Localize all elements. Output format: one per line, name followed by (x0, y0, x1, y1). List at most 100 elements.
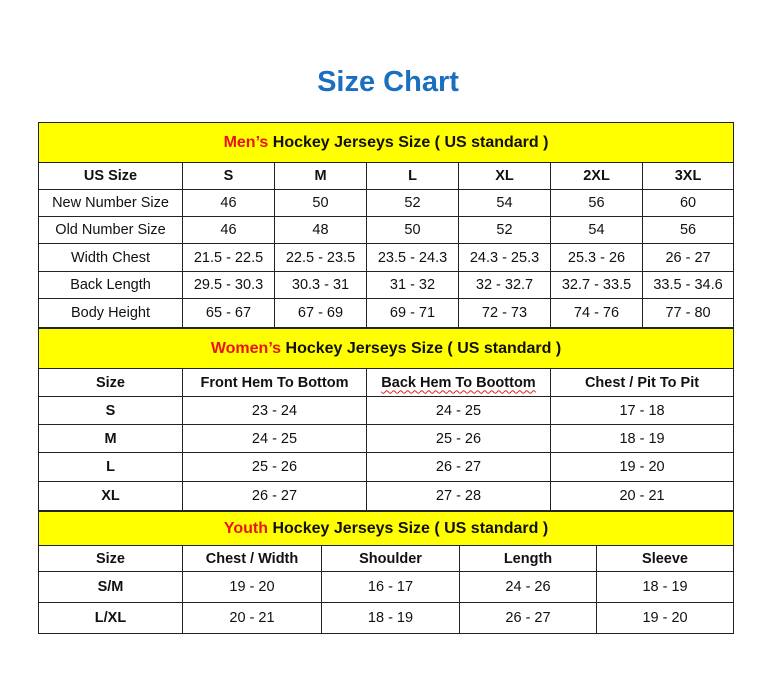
men-band: Men’s Hockey Jerseys Size ( US standard … (37, 122, 735, 163)
table-cell: 16 - 17 (321, 571, 460, 603)
table-cell: 18 - 19 (321, 602, 460, 634)
column-header: Front Hem To Bottom (182, 368, 367, 397)
row-label: Body Height (38, 298, 183, 328)
table-cell: 60 (641, 189, 735, 217)
column-header: Size (38, 368, 183, 397)
table-row: S 23 - 24 24 - 25 17 - 18 (38, 396, 735, 425)
table-cell: 72 - 73 (458, 298, 551, 328)
table-cell: 54 (458, 189, 551, 217)
size-chart: Men’s Hockey Jerseys Size ( US standard … (37, 122, 735, 634)
youth-label: Youth (223, 519, 269, 537)
table-cell: 18 - 19 (549, 424, 735, 453)
row-label: Old Number Size (38, 216, 183, 244)
table-cell: 25 - 26 (182, 452, 367, 482)
men-table: Men’s Hockey Jerseys Size ( US standard … (37, 122, 735, 328)
men-header-row: US Size S M L XL 2XL 3XL (38, 162, 735, 190)
table-cell: 26 - 27 (366, 452, 551, 482)
women-band: Women’s Hockey Jerseys Size ( US standar… (37, 328, 735, 369)
column-header: M (274, 162, 367, 190)
table-cell: 54 (550, 216, 643, 244)
column-header: Chest / Width (182, 545, 322, 572)
table-cell: 32.7 - 33.5 (550, 271, 643, 299)
table-cell: 50 (274, 189, 367, 217)
table-cell: 18 - 19 (595, 571, 735, 603)
column-header: 3XL (641, 162, 735, 190)
women-header-row: Size Front Hem To Bottom Back Hem To Boott… (38, 368, 735, 397)
table-row: L/XL 20 - 21 18 - 19 26 - 27 19 - 20 (38, 602, 735, 634)
column-header: L (366, 162, 459, 190)
table-cell: 26 - 27 (641, 243, 735, 272)
row-label: L (38, 452, 183, 482)
table-cell: 19 - 20 (182, 571, 322, 603)
table-cell: 19 - 20 (549, 452, 735, 482)
table-cell: 20 - 21 (182, 602, 322, 634)
row-label: S/M (38, 571, 183, 603)
table-cell: 74 - 76 (550, 298, 643, 328)
row-label: New Number Size (38, 189, 183, 217)
table-cell: 69 - 71 (366, 298, 459, 328)
women-label: Women’s (210, 339, 282, 357)
column-header: 2XL (550, 162, 643, 190)
column-header: Length (459, 545, 597, 572)
page-title: Size Chart (317, 66, 459, 98)
column-header: Size (38, 545, 183, 572)
table-cell: 26 - 27 (182, 481, 367, 511)
column-header: XL (458, 162, 551, 190)
table-cell: 24.3 - 25.3 (458, 243, 551, 272)
column-header: Chest / Pit To Pit (549, 368, 735, 397)
youth-band: Youth Hockey Jerseys Size ( US standard … (37, 511, 735, 546)
row-label: Back Length (38, 271, 183, 299)
table-cell: 65 - 67 (182, 298, 275, 328)
women-table: Women’s Hockey Jerseys Size ( US standar… (37, 328, 735, 511)
row-label: S (38, 396, 183, 425)
table-cell: 30.3 - 31 (274, 271, 367, 299)
table-row: XL 26 - 27 27 - 28 20 - 21 (38, 481, 735, 511)
table-cell: 32 - 32.7 (458, 271, 551, 299)
table-cell: 31 - 32 (366, 271, 459, 299)
table-cell: 23.5 - 24.3 (366, 243, 459, 272)
table-cell: 27 - 28 (366, 481, 551, 511)
column-header-text: Back Hem To Boottom (381, 374, 536, 391)
table-cell: 22.5 - 23.5 (274, 243, 367, 272)
youth-header-row: Size Chest / Width Shoulder Length Sleeve (38, 545, 735, 572)
table-cell: 50 (366, 216, 459, 244)
row-label: M (38, 424, 183, 453)
table-cell: 26 - 27 (459, 602, 597, 634)
table-cell: 56 (550, 189, 643, 217)
column-header: Sleeve (595, 545, 735, 572)
table-cell: 17 - 18 (549, 396, 735, 425)
table-row: S/M 19 - 20 16 - 17 24 - 26 18 - 19 (38, 571, 735, 603)
table-cell: 23 - 24 (182, 396, 367, 425)
men-label: Men’s (223, 133, 269, 151)
table-row: Back Length 29.5 - 30.3 30.3 - 31 31 - 32 32… (38, 271, 735, 299)
row-label: L/XL (38, 602, 183, 634)
table-row: New Number Size 46 50 52 54 56 60 (38, 189, 735, 217)
table-cell: 56 (641, 216, 735, 244)
table-cell: 52 (458, 216, 551, 244)
table-cell: 29.5 - 30.3 (182, 271, 275, 299)
table-cell: 67 - 69 (274, 298, 367, 328)
column-header: US Size (38, 162, 183, 190)
column-header: Back Hem To Boottom (366, 368, 551, 397)
table-cell: 25.3 - 26 (550, 243, 643, 272)
table-row: M 24 - 25 25 - 26 18 - 19 (38, 424, 735, 453)
column-header: Shoulder (321, 545, 460, 572)
table-cell: 33.5 - 34.6 (641, 271, 735, 299)
table-cell: 24 - 26 (459, 571, 597, 603)
table-cell: 24 - 25 (182, 424, 367, 453)
table-cell: 46 (182, 189, 275, 217)
row-label: Width Chest (38, 243, 183, 272)
table-cell: 20 - 21 (549, 481, 735, 511)
table-cell: 46 (182, 216, 275, 244)
table-row: Old Number Size 46 48 50 52 54 56 (38, 216, 735, 244)
table-cell: 48 (274, 216, 367, 244)
youth-band-text: Hockey Jerseys Size ( US standard ) (268, 519, 549, 537)
men-band-text: Hockey Jerseys Size ( US standard ) (268, 133, 549, 151)
row-label: XL (38, 481, 183, 511)
women-band-text: Hockey Jerseys Size ( US standard ) (281, 339, 562, 357)
table-cell: 21.5 - 22.5 (182, 243, 275, 272)
table-cell: 19 - 20 (595, 602, 735, 634)
youth-table: Youth Hockey Jerseys Size ( US standard … (37, 511, 735, 634)
table-row: Width Chest 21.5 - 22.5 22.5 - 23.5 23.5 - … (38, 243, 735, 272)
table-cell: 24 - 25 (366, 396, 551, 425)
